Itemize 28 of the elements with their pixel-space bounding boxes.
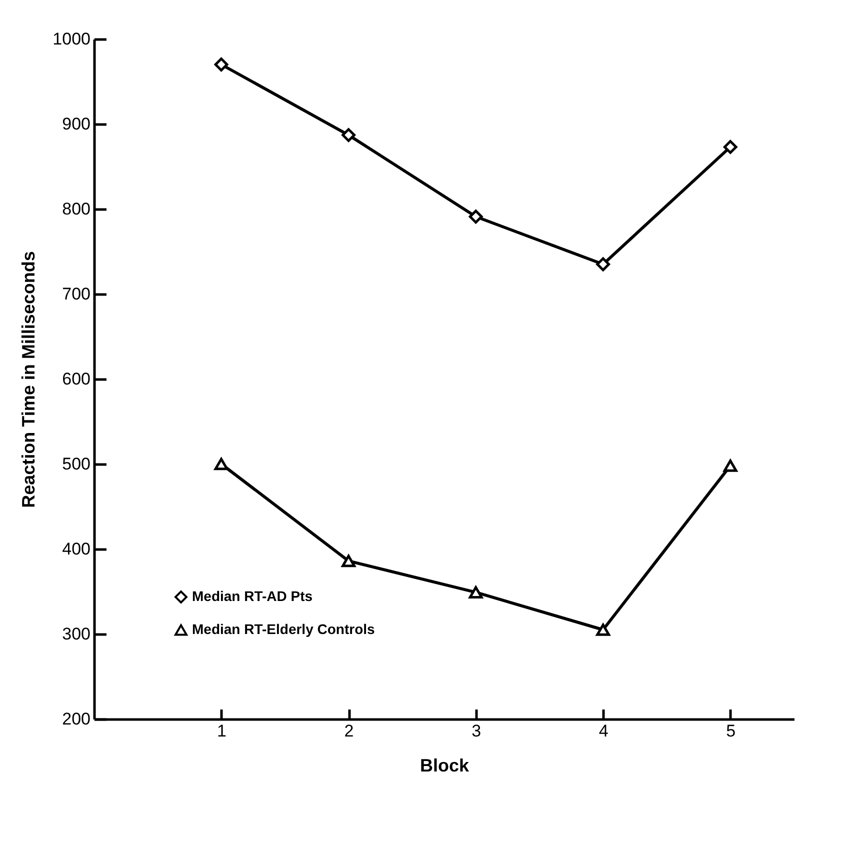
- legend-label: Median RT-AD Pts: [192, 588, 313, 604]
- y-tick-label: 1000: [52, 30, 90, 48]
- point: [596, 257, 610, 272]
- point: [596, 624, 610, 636]
- y-tick-label: 200: [62, 710, 90, 728]
- x-axis-title: Block: [420, 756, 470, 776]
- point: [214, 58, 228, 72]
- y-tick-label: 600: [62, 370, 90, 388]
- x-tick-label: 2: [344, 722, 354, 740]
- y-tick-label: 400: [62, 540, 90, 558]
- point: [723, 460, 738, 472]
- y-tick-label: 500: [62, 454, 90, 474]
- y-tick-label: 900: [62, 114, 90, 134]
- point: [468, 586, 483, 599]
- x-tick-label: 1: [217, 722, 227, 740]
- x-tick-label: 5: [726, 722, 736, 740]
- point: [342, 128, 356, 142]
- y-tick-label: 700: [62, 284, 90, 304]
- legend-label: Median RT-Elderly Controls: [192, 621, 376, 637]
- point: [468, 210, 483, 224]
- x-tick-label: 4: [598, 722, 608, 740]
- y-tick-label: 800: [62, 200, 90, 218]
- point: [342, 554, 356, 568]
- x-tick-label: 3: [472, 722, 482, 740]
- point: [214, 458, 228, 470]
- point: [723, 140, 738, 154]
- y-axis-title: Reaction Time in Milliseconds: [18, 251, 39, 508]
- y-tick-label: 300: [62, 624, 90, 644]
